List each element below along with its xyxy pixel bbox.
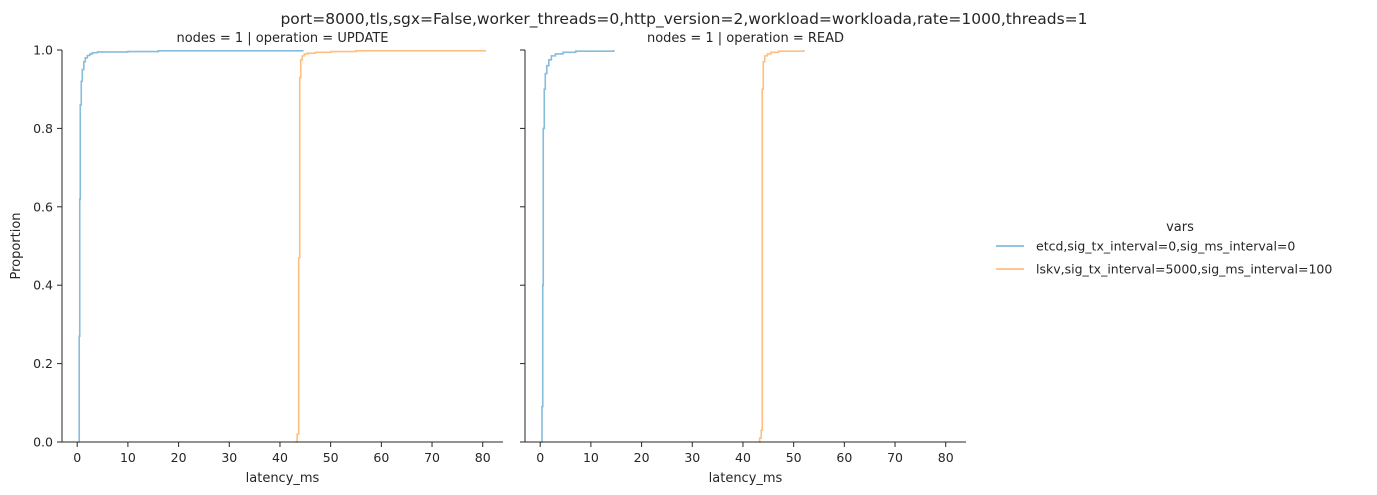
legend-title: vars: [1166, 220, 1194, 235]
facet-panel-1: nodes = 1 | operation = UPDATE 0 10 20 30 40 5…: [9, 31, 503, 486]
x-tick-label: 70: [887, 450, 903, 465]
x-tick-label: 60: [373, 450, 389, 465]
legend-entries: etcd,sig_tx_interval=0,sig_ms_interval=0…: [996, 239, 1332, 277]
y-tick-label: 0.8: [33, 121, 53, 136]
x-tick-label: 40: [735, 450, 751, 465]
y-tick-label: 0.4: [33, 278, 53, 293]
x-tick-label: 10: [120, 450, 136, 465]
x-tick-label: 30: [684, 450, 700, 465]
figure-suptitle: port=8000,tls,sgx=False,worker_threads=0…: [280, 10, 1087, 29]
panel-title: nodes = 1 | operation = UPDATE: [176, 31, 388, 46]
x-tick-label: 30: [221, 450, 237, 465]
y-axis-label: Proportion: [9, 212, 24, 279]
series-line-etcd: [78, 49, 304, 443]
x-tick-label: 70: [424, 450, 440, 465]
legend: vars etcd,sig_tx_interval=0,sig_ms_inter…: [996, 220, 1332, 277]
series-line-lskv: [758, 50, 805, 443]
x-tick-label: 50: [323, 450, 339, 465]
y-tick-label: 1.0: [33, 43, 53, 58]
series-line-lskv: [295, 49, 487, 443]
x-tick-label: 80: [938, 450, 954, 465]
y-tick-label: 0.0: [33, 435, 53, 450]
x-tick-label: 60: [836, 450, 852, 465]
x-tick-label: 80: [475, 450, 491, 465]
x-tick-label: 20: [634, 450, 650, 465]
y-tick-label: 0.2: [33, 356, 53, 371]
x-tick-label: 0: [536, 450, 544, 465]
facet-panels: nodes = 1 | operation = UPDATE 0 10 20 30 40 5…: [9, 31, 966, 486]
legend-label: lskv,sig_tx_interval=5000,sig_ms_interva…: [1036, 262, 1332, 277]
facet-panel-2: nodes = 1 | operation = READ 0 10 20 30 40 50 6…: [520, 31, 966, 486]
x-axis-label: latency_ms: [246, 471, 320, 486]
x-tick-label: 40: [272, 450, 288, 465]
x-axis-label: latency_ms: [709, 471, 783, 486]
y-tick-label: 0.6: [33, 199, 53, 214]
x-tick-label: 50: [786, 450, 802, 465]
x-tick-label: 20: [171, 450, 187, 465]
x-tick-label: 0: [73, 450, 81, 465]
panel-title: nodes = 1 | operation = READ: [647, 31, 844, 46]
legend-label: etcd,sig_tx_interval=0,sig_ms_interval=0: [1036, 239, 1295, 254]
x-tick-label: 10: [583, 450, 599, 465]
series-line-etcd: [541, 50, 615, 443]
